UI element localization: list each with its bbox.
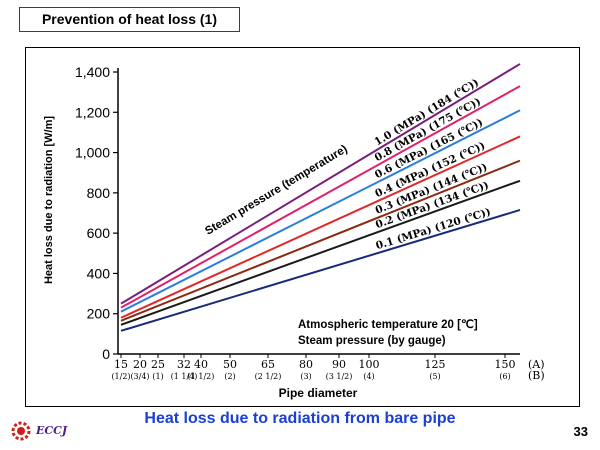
eccj-logo: ECCJ (8, 418, 88, 444)
x-tick-label-b: (3 1/2) (326, 372, 353, 381)
x-tick-label-a: 32 (177, 358, 191, 371)
x-tick-label-a: 100 (359, 358, 380, 371)
y-tick-label: 0 (102, 346, 110, 362)
y-tick-label: 800 (87, 185, 111, 201)
series-line (120, 85, 521, 309)
y-tick-label: 1,200 (75, 104, 110, 120)
series-line (120, 109, 521, 313)
x-tick-label-b: (2 1/2) (255, 372, 282, 381)
y-tick-label: 200 (87, 306, 111, 322)
x-tick-label-a: 125 (425, 358, 446, 371)
series-lines (120, 63, 521, 332)
x-tick-label-b: (2) (224, 372, 235, 381)
x-unit-label-a: (A) (528, 358, 545, 371)
series-line (120, 209, 521, 332)
series-line (120, 63, 521, 305)
chart-axes: 0 200 400 600 800 1,000 1,200 1,400 15(1/2)20(3/… (75, 64, 520, 381)
x-tick-label-a: 90 (332, 358, 346, 371)
x-tick-label-a: 25 (151, 358, 165, 371)
series-line (120, 135, 521, 319)
x-tick-label-b: (1/2) (111, 372, 130, 381)
series-line (120, 179, 521, 326)
page-number: 33 (573, 424, 588, 439)
x-tick-label-b: (1 1/4) (171, 372, 198, 381)
chart-caption: Heat loss due to radiation from bare pip… (144, 410, 456, 427)
x-tick-label-b: (4) (363, 372, 374, 381)
x-tick-label-b: (6) (499, 372, 510, 381)
x-tick-label-b: (1) (152, 372, 163, 381)
x-tick-label-a: 80 (299, 358, 313, 371)
x-tick-label-a: 65 (261, 358, 275, 371)
x-tick-label-b: (3/4) (130, 372, 149, 381)
x-tick-label-a: 20 (133, 358, 147, 371)
annotation-atmospheric-temperature: Atmospheric temperature 20 [℃] (298, 318, 478, 331)
x-tick-label-b: (1 1/2) (188, 372, 215, 381)
chart-frame (25, 47, 580, 407)
eccj-logo-icon (11, 421, 31, 441)
y-tick-label: 1,000 (75, 145, 110, 161)
series-line (120, 159, 521, 322)
series-labels: 1.0 (MPa) (184 (℃))0.8 (MPa) (175 (℃))0.… (372, 77, 492, 253)
eccj-logo-text: ECCJ (36, 424, 68, 437)
x-tick-label-a: 150 (495, 358, 516, 371)
y-tick-label: 600 (87, 225, 111, 241)
annotation-steam-pressure-gauge: Steam pressure (by gauge) (298, 335, 446, 347)
x-unit-label-b: (B) (528, 369, 545, 382)
x-tick-label-a: 50 (223, 358, 237, 371)
y-tick-label: 400 (87, 265, 111, 281)
x-axis-label: Pipe diameter (279, 386, 358, 400)
y-axis-label: Heat loss due to radiation [W/m] (43, 116, 55, 284)
x-tick-label-a: 15 (114, 358, 128, 371)
y-tick-label: 1,400 (75, 64, 110, 80)
x-tick-label-b: (5) (429, 372, 440, 381)
slide-title: Prevention of heat loss (1) (19, 7, 240, 32)
x-tick-label-a: 40 (194, 358, 208, 371)
x-tick-label-b: (3) (300, 372, 311, 381)
